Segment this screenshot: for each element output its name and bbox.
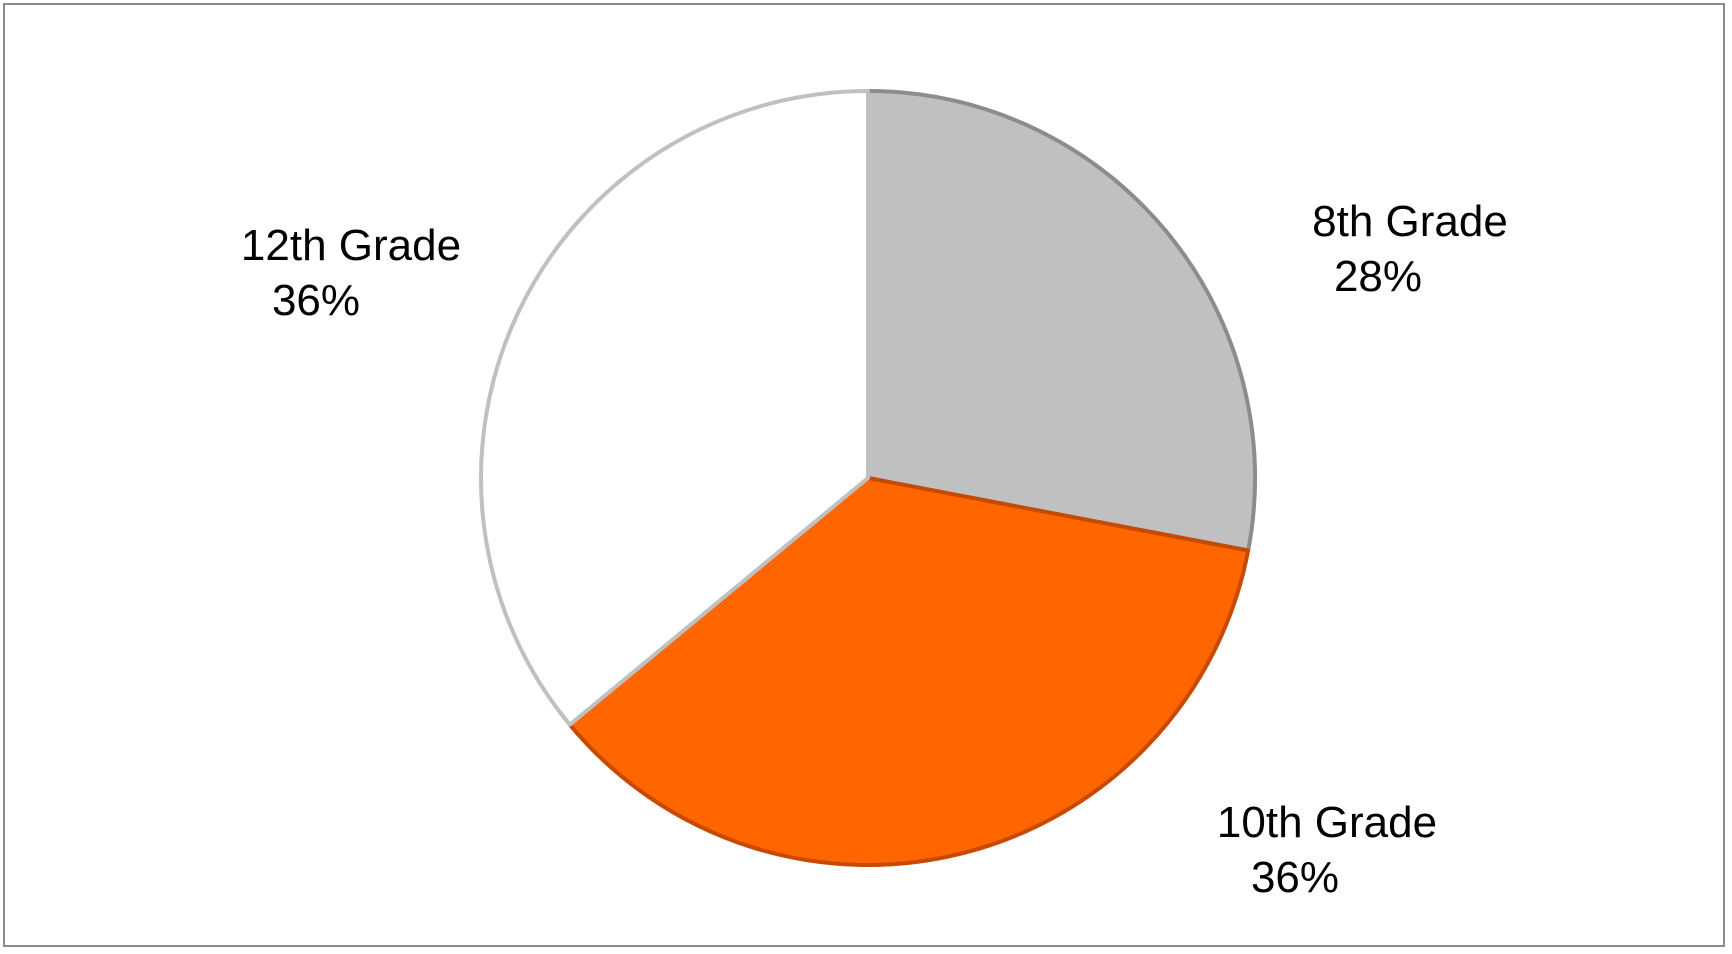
slice-label-12th-grade: 12th Grade — [241, 221, 461, 270]
slice-label-10th-grade: 10th Grade — [1217, 798, 1437, 847]
pie-slices — [479, 89, 1257, 868]
slice-value-8th-grade: 28% — [1334, 252, 1422, 301]
pie-slice-8th-grade — [866, 89, 1257, 553]
slice-label-8th-grade: 8th Grade — [1312, 197, 1508, 246]
slice-value-10th-grade: 36% — [1251, 853, 1339, 902]
pie-labels: 8th Grade 28% 10th Grade 36% 12th Grade … — [241, 197, 1508, 902]
pie-slice-10th-grade — [567, 476, 1251, 868]
slice-value-12th-grade: 36% — [272, 276, 360, 325]
pie-slice-12th-grade — [479, 89, 870, 727]
